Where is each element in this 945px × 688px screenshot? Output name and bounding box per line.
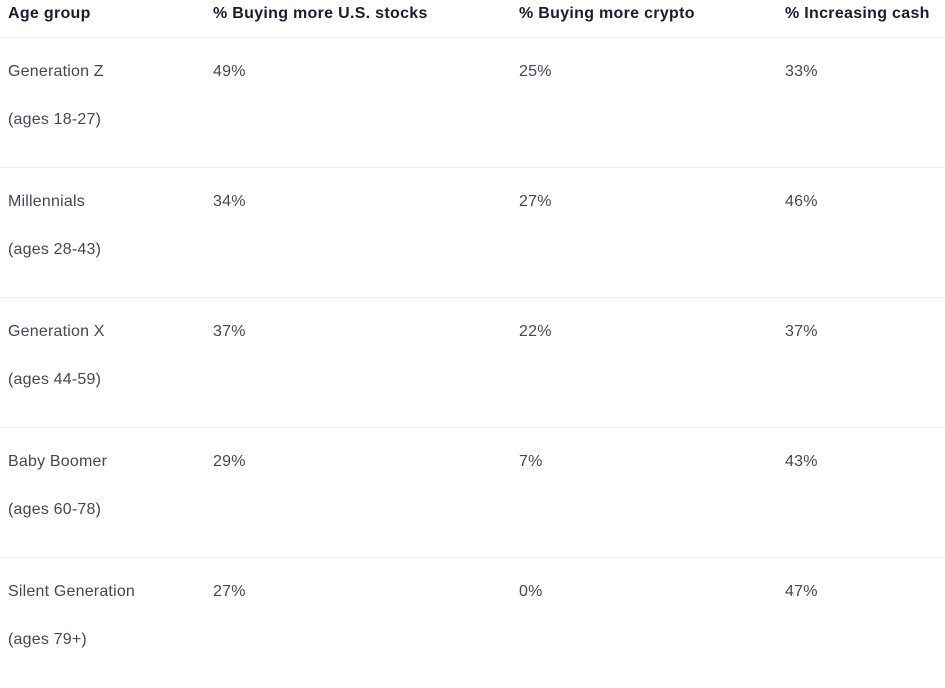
cash-value: 46% xyxy=(785,193,818,210)
crypto-value: 25% xyxy=(519,63,552,80)
age-group-cell: Generation Z (ages 18-27) xyxy=(8,63,213,167)
stocks-value: 27% xyxy=(213,583,246,600)
column-header-buying-crypto: % Buying more crypto xyxy=(519,5,695,22)
table-row: Generation Z (ages 18-27) 49% 25% 33% xyxy=(0,38,945,168)
table-row: Millennials (ages 28-43) 34% 27% 46% xyxy=(0,168,945,298)
group-name: Millennials xyxy=(8,193,85,210)
group-name: Baby Boomer xyxy=(8,453,108,470)
table-header-row: Age group % Buying more U.S. stocks % Bu… xyxy=(0,0,945,38)
column-header-age-group: Age group xyxy=(8,5,91,22)
age-group-cell: Millennials (ages 28-43) xyxy=(8,193,213,297)
table-row: Silent Generation (ages 79+) 27% 0% 47% xyxy=(0,558,945,688)
age-group-cell: Baby Boomer (ages 60-78) xyxy=(8,453,213,557)
group-name: Generation X xyxy=(8,323,105,340)
crypto-value: 27% xyxy=(519,193,552,210)
group-name: Silent Generation xyxy=(8,583,136,600)
crypto-value: 7% xyxy=(519,453,543,470)
stocks-value: 37% xyxy=(213,323,246,340)
stocks-value: 49% xyxy=(213,63,246,80)
cash-value: 43% xyxy=(785,453,818,470)
stocks-value: 29% xyxy=(213,453,246,470)
group-age-range: (ages 28-43) xyxy=(8,241,102,258)
cash-value: 33% xyxy=(785,63,818,80)
group-age-range: (ages 79+) xyxy=(8,631,87,648)
stocks-value: 34% xyxy=(213,193,246,210)
age-group-cell: Silent Generation (ages 79+) xyxy=(8,583,213,688)
age-group-cell: Generation X (ages 44-59) xyxy=(8,323,213,427)
cash-value: 37% xyxy=(785,323,818,340)
crypto-value: 22% xyxy=(519,323,552,340)
group-age-range: (ages 44-59) xyxy=(8,371,102,388)
table-row: Baby Boomer (ages 60-78) 29% 7% 43% xyxy=(0,428,945,558)
group-name: Generation Z xyxy=(8,63,104,80)
table-body: Generation Z (ages 18-27) 49% 25% 33% Mi… xyxy=(0,38,945,688)
column-header-increasing-cash: % Increasing cash xyxy=(785,5,930,22)
column-header-buying-stocks: % Buying more U.S. stocks xyxy=(213,5,428,22)
group-age-range: (ages 60-78) xyxy=(8,501,102,518)
crypto-value: 0% xyxy=(519,583,543,600)
table-row: Generation X (ages 44-59) 37% 22% 37% xyxy=(0,298,945,428)
cash-value: 47% xyxy=(785,583,818,600)
group-age-range: (ages 18-27) xyxy=(8,111,102,128)
